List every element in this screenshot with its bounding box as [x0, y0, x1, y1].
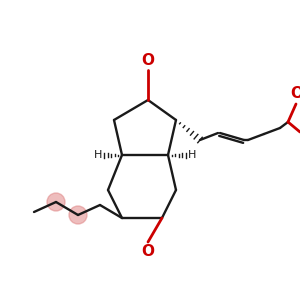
- Text: O: O: [142, 53, 154, 68]
- Text: O: O: [142, 244, 154, 259]
- Circle shape: [69, 206, 87, 224]
- Text: O: O: [290, 86, 300, 101]
- Circle shape: [47, 193, 65, 211]
- Text: H: H: [188, 150, 196, 160]
- Text: H: H: [94, 150, 102, 160]
